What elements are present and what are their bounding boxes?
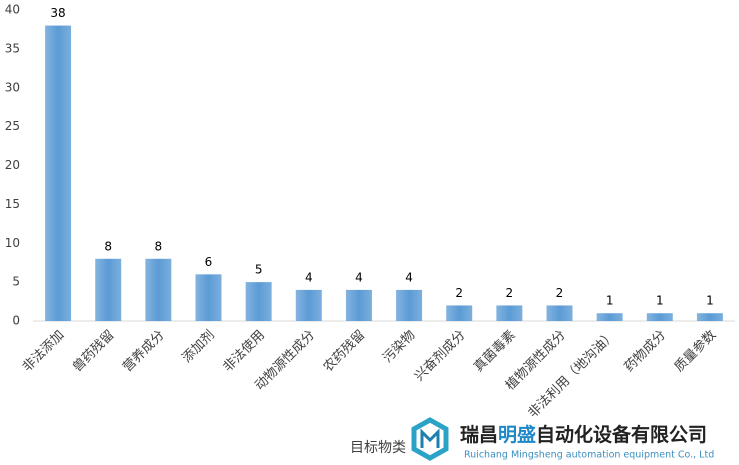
data-label: 2 [455, 286, 463, 300]
x-tick-label: 添加剂 [180, 328, 218, 366]
data-label: 2 [556, 286, 564, 300]
data-label: 6 [205, 255, 213, 269]
data-label: 1 [656, 294, 664, 308]
company-name-part: 明盛 [498, 423, 536, 446]
y-tick-label: 5 [12, 275, 20, 289]
y-tick-label: 30 [5, 80, 20, 94]
x-tick-label: 非法使用 [220, 327, 268, 375]
y-tick-label: 35 [5, 41, 20, 55]
bar [596, 313, 623, 321]
data-label: 4 [305, 270, 313, 284]
bar [546, 305, 573, 321]
data-label: 2 [506, 286, 514, 300]
x-tick-label: 非法添加 [20, 328, 67, 375]
x-tick-label: 非法利用（地沟油） [526, 328, 619, 421]
bar [45, 25, 72, 322]
x-tick-label: 兽药残留 [70, 328, 117, 375]
bar [396, 289, 423, 321]
bar [245, 282, 272, 321]
bar [496, 305, 523, 321]
y-tick-label: 0 [12, 314, 20, 328]
bar [145, 258, 172, 321]
x-tick-label: 药物成分 [622, 328, 669, 375]
y-tick-label: 25 [5, 119, 20, 133]
x-axis-title: 目标物类 [350, 440, 406, 456]
data-label: 8 [155, 239, 163, 253]
y-tick-label: 15 [5, 197, 20, 211]
data-label: 5 [255, 263, 263, 277]
bar [195, 274, 222, 321]
y-tick-label: 20 [5, 158, 20, 172]
y-tick-label: 10 [5, 236, 20, 250]
bar [295, 289, 322, 321]
y-tick-label: 40 [5, 3, 20, 17]
company-name-part: 自动化设备有限公司 [536, 423, 707, 446]
x-tick-label: 农药残留 [321, 328, 368, 375]
bar [446, 305, 473, 321]
bar [95, 258, 122, 321]
data-label: 4 [405, 270, 413, 284]
data-label: 1 [606, 294, 614, 308]
x-tick-label: 营养成分 [120, 327, 168, 375]
bar [345, 289, 372, 321]
data-label: 38 [50, 6, 65, 20]
company-name-part: 瑞昌 [460, 423, 498, 446]
data-label: 1 [706, 294, 714, 308]
company-english: Ruichang Mingsheng automation equipment … [464, 450, 714, 461]
company-name: 瑞昌明盛自动化设备有限公司 [460, 423, 707, 446]
x-tick-label: 污染物 [380, 328, 418, 366]
watermark: 瑞昌明盛自动化设备有限公司 Ruichang Mingsheng automat… [411, 417, 714, 461]
bar [646, 313, 673, 321]
x-tick-label: 质量参数 [671, 327, 719, 375]
x-tick-label: 真菌毒素 [471, 328, 518, 375]
logo [411, 417, 449, 461]
logo-mark [420, 428, 440, 448]
data-label: 8 [104, 239, 112, 253]
bar [696, 313, 723, 321]
x-tick-label: 兴奋剂成分 [412, 328, 469, 385]
data-label: 4 [355, 270, 363, 284]
